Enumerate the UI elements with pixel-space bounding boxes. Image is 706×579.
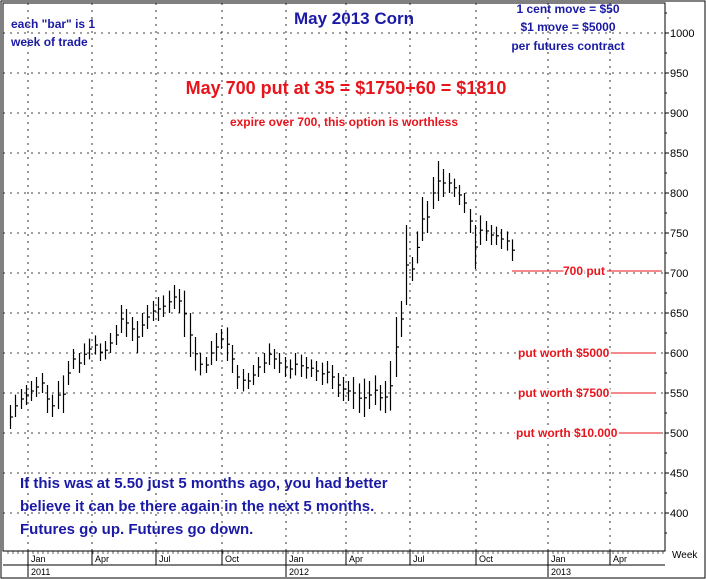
put-10000-label: put worth $10.000 [516, 426, 618, 440]
x-month-label: Jul [413, 554, 425, 564]
y-tick-label: 450 [670, 468, 688, 480]
move-line1: 1 cent move = $50 [516, 2, 619, 16]
x-month-label: Apr [613, 554, 627, 564]
chart-title: May 2013 Corn [294, 9, 414, 28]
y-tick-label: 400 [670, 508, 688, 520]
y-tick-label: 800 [670, 188, 688, 200]
y-tick-label: 900 [670, 108, 688, 120]
x-month-label: Jan [289, 554, 304, 564]
x-month-label: Oct [479, 554, 494, 564]
bottom-note-line2: believe it can be there again in the nex… [20, 498, 374, 515]
y-tick-label: 850 [670, 148, 688, 160]
x-month-label: Apr [95, 554, 109, 564]
x-month-label: Apr [349, 554, 363, 564]
x-month-label: Oct [225, 554, 240, 564]
put-headline: May 700 put at 35 = $1750+60 = $1810 [186, 78, 507, 98]
y-tick-label: 750 [670, 228, 688, 240]
move-line3: per futures contract [511, 39, 624, 53]
x-month-label: Jan [551, 554, 566, 564]
y-tick-label: 650 [670, 308, 688, 320]
put-5000-label: put worth $5000 [518, 346, 610, 360]
put-7500-label: put worth $7500 [518, 386, 610, 400]
y-tick-label: 550 [670, 388, 688, 400]
x-year-label: 2011 [31, 567, 50, 577]
y-tick-label: 950 [670, 68, 688, 80]
bottom-note-line3: Futures go up. Futures go down. [20, 521, 253, 538]
put-700-label: 700 put [563, 264, 605, 278]
y-tick-label: 500 [670, 428, 688, 440]
x-unit-label: Week [672, 550, 698, 561]
x-year-label: 2012 [289, 567, 309, 577]
x-month-label: Jul [159, 554, 171, 564]
grid-lines [3, 3, 665, 551]
y-tick-label: 600 [670, 348, 688, 360]
x-axis: Jan Apr Jul Oct Jan Apr Jul Oct Jan Apr 2011 2012 20… [3, 551, 665, 577]
bar-note-line1: each "bar" is 1 [11, 17, 95, 31]
x-year-label: 2013 [551, 567, 571, 577]
expire-note: expire over 700, this option is worthles… [230, 115, 458, 129]
move-line2: $1 move = $5000 [520, 20, 615, 34]
bottom-note-line1: If this was at 5.50 just 5 months ago, y… [20, 475, 388, 492]
bar-note-line2: week of trade [10, 35, 88, 49]
x-month-label: Jan [31, 554, 46, 564]
y-tick-label: 700 [670, 268, 688, 280]
plot-frame [2, 2, 666, 552]
y-axis: 400 450 500 550 600 650 700 750 800 850 900 950 1000 [665, 12, 694, 534]
price-bars [9, 161, 515, 429]
y-tick-label: 1000 [670, 28, 694, 40]
